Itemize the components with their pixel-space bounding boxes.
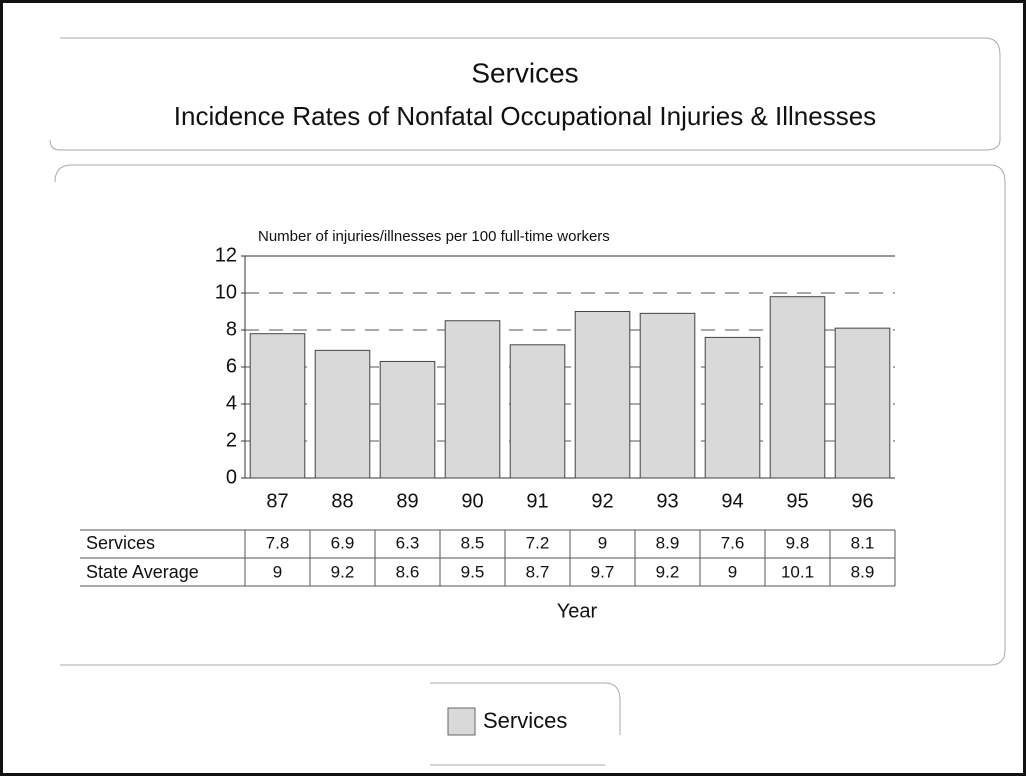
legend-label: Services — [483, 708, 567, 733]
table-cell: 9.8 — [786, 533, 810, 552]
table-cell: 8.9 — [656, 533, 680, 552]
chart-subtitle: Incidence Rates of Nonfatal Occupational… — [174, 101, 876, 131]
x-axis-label: Year — [557, 600, 598, 622]
x-tick-label: 89 — [396, 490, 418, 512]
table-cell: 8.9 — [851, 562, 875, 581]
table-cell: 8.5 — [461, 533, 485, 552]
table-cell: 9.7 — [591, 562, 615, 581]
table-cell: 9.5 — [461, 562, 485, 581]
y-tick-label: 0 — [226, 466, 237, 488]
bar — [509, 344, 566, 479]
y-axis-label: Number of injuries/illnesses per 100 ful… — [258, 228, 610, 245]
x-tick-label: 95 — [786, 490, 808, 512]
chart-title: Services — [471, 57, 578, 88]
bar — [314, 349, 371, 479]
y-tick-label: 6 — [226, 355, 237, 377]
x-tick-label: 93 — [656, 490, 678, 512]
table-row-label: Services — [86, 533, 155, 553]
table-cell: 7.6 — [721, 533, 745, 552]
table-cell: 7.2 — [526, 533, 550, 552]
x-tick-label: 94 — [721, 490, 743, 512]
table-cell: 8.6 — [396, 562, 420, 581]
table-row-label: State Average — [86, 562, 199, 582]
y-tick-label: 10 — [215, 281, 237, 303]
bar — [249, 333, 306, 479]
bar — [769, 296, 826, 479]
table-cell: 9.2 — [656, 562, 680, 581]
table-cell: 8.7 — [526, 562, 550, 581]
bar — [379, 360, 436, 479]
table-cell: 9 — [273, 562, 282, 581]
bar — [704, 336, 761, 479]
legend-swatch — [447, 707, 476, 736]
y-tick-label: 12 — [215, 244, 237, 266]
table-cell: 6.9 — [331, 533, 355, 552]
y-tick-label: 4 — [226, 392, 237, 414]
table-cell: 10.1 — [781, 562, 814, 581]
bar — [574, 311, 631, 479]
x-tick-label: 87 — [266, 490, 288, 512]
table-cell: 9 — [598, 533, 607, 552]
legend-panel — [430, 682, 621, 766]
table-cell: 7.8 — [266, 533, 290, 552]
x-tick-label: 90 — [461, 490, 483, 512]
y-tick-label: 8 — [226, 318, 237, 340]
x-tick-label: 92 — [591, 490, 613, 512]
x-tick-label: 88 — [331, 490, 353, 512]
x-tick-label: 96 — [851, 490, 873, 512]
title-panel — [49, 37, 1001, 151]
table-cell: 6.3 — [396, 533, 420, 552]
plot-panel — [54, 164, 1006, 666]
bar — [834, 327, 891, 479]
table-cell: 8.1 — [851, 533, 875, 552]
bar — [639, 312, 696, 479]
y-tick-label: 2 — [226, 429, 237, 451]
table-cell: 9 — [728, 562, 737, 581]
x-tick-label: 91 — [526, 490, 548, 512]
table-cell: 9.2 — [331, 562, 355, 581]
bar — [444, 320, 501, 479]
